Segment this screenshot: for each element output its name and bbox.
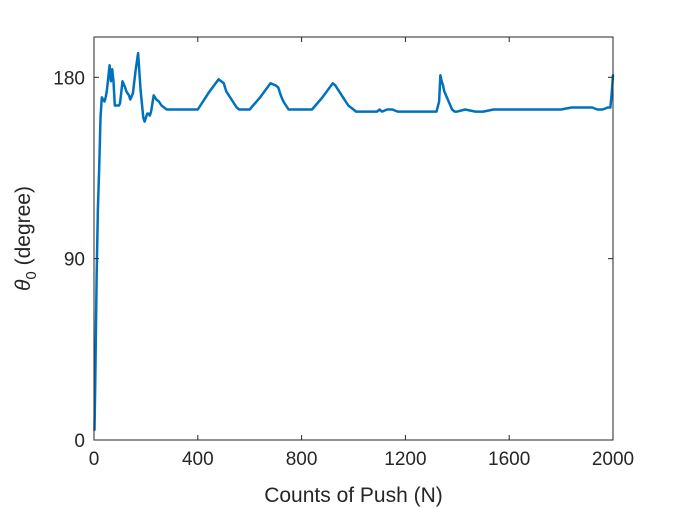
y-axis-ticks: 0 90 180 (53, 68, 613, 452)
x-tick-label: 2000 (592, 449, 634, 470)
x-tick-label: 1600 (488, 449, 530, 470)
x-tick-label: 1200 (384, 449, 426, 470)
x-tick-label: 800 (286, 449, 318, 470)
y-axis-label-symbol: θ (12, 279, 35, 291)
y-tick-label: 180 (53, 68, 85, 89)
x-tick-label: 400 (182, 449, 214, 470)
x-axis-label: Counts of Push (N) (264, 484, 443, 507)
y-tick-label: 90 (64, 250, 85, 271)
x-tick-label: 0 (89, 449, 100, 470)
series-line-0 (93, 51, 615, 432)
y-axis-label-unit: (degree) (12, 186, 35, 271)
plot-area-frame (93, 36, 614, 441)
y-axis-label: θ0 (degree) (12, 186, 40, 291)
y-tick-label: 0 (74, 431, 85, 452)
y-axis-label-subscript: 0 (23, 271, 40, 279)
x-axis-ticks: 0 400 800 1200 1600 2000 (89, 37, 634, 470)
plot-series-group (93, 51, 615, 432)
